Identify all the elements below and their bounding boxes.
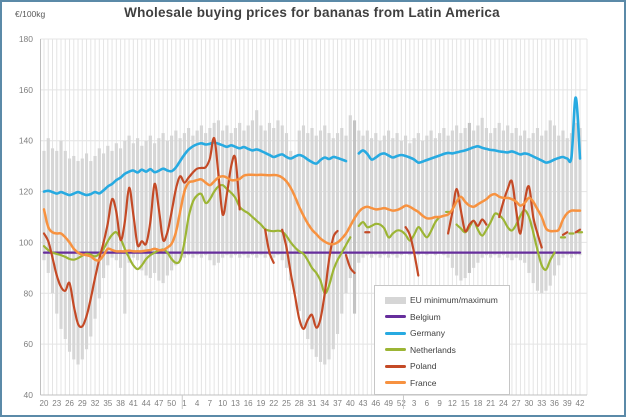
svg-text:37: 37 [333,399,342,408]
line-swatch-icon [385,331,406,335]
svg-text:23: 23 [52,399,61,408]
svg-text:6: 6 [425,399,430,408]
legend-box: EU minimum/maximum Belgium Germany Netherla… [374,285,510,395]
svg-text:33: 33 [537,399,546,408]
svg-text:27: 27 [512,399,521,408]
svg-text:1: 1 [182,399,187,408]
svg-text:180: 180 [19,34,33,44]
legend-item-eu-minimum-maximum: EU minimum/maximum [385,292,509,309]
svg-text:38: 38 [116,399,125,408]
legend-label: Belgium [410,311,441,322]
svg-text:4: 4 [195,399,200,408]
svg-text:44: 44 [142,399,151,408]
svg-text:7: 7 [208,399,213,408]
legend-item-germany: Germany [385,325,509,342]
svg-text:18: 18 [473,399,482,408]
chart-title: Wholesale buying prices for bananas from… [124,5,500,20]
legend-item-netherlands: Netherlands [385,342,509,359]
svg-text:41: 41 [129,399,138,408]
legend-label: Netherlands [410,344,456,355]
line-swatch-icon [385,315,406,319]
svg-text:32: 32 [91,399,100,408]
line-swatch-icon [385,364,406,368]
svg-text:3: 3 [412,399,417,408]
svg-text:22: 22 [269,399,278,408]
svg-text:30: 30 [524,399,533,408]
svg-text:31: 31 [308,399,317,408]
series-line-poland [42,137,582,330]
svg-text:49: 49 [384,399,393,408]
svg-text:25: 25 [282,399,291,408]
svg-text:46: 46 [371,399,380,408]
svg-text:40: 40 [24,390,34,400]
svg-text:52: 52 [397,399,406,408]
svg-text:39: 39 [563,399,572,408]
line-swatch-icon [385,348,406,352]
series-line-germany [42,96,582,197]
svg-text:140: 140 [19,136,33,146]
legend-label: EU minimum/maximum [410,295,498,306]
y-axis-unit-label: €/100kg [15,9,46,19]
svg-text:28: 28 [295,399,304,408]
svg-text:40: 40 [346,399,355,408]
y-axis-labels: 180 160 140 120 100 80 60 40 [19,34,33,400]
svg-text:9: 9 [437,399,442,408]
svg-text:19: 19 [256,399,265,408]
svg-text:60: 60 [24,339,34,349]
svg-text:80: 80 [24,288,34,298]
svg-text:21: 21 [486,399,495,408]
svg-text:26: 26 [65,399,74,408]
svg-text:100: 100 [19,237,33,247]
svg-text:50: 50 [167,399,176,408]
svg-text:12: 12 [448,399,457,408]
svg-text:15: 15 [461,399,470,408]
svg-text:43: 43 [359,399,368,408]
x-axis-labels: 20 23 26 29 32 35 38 41 44 47 50 1 4 7 10 13 16 19 22 25 28 3… [40,395,585,409]
line-swatch-icon [385,381,406,385]
legend-label: France [410,377,437,388]
svg-text:42: 42 [576,399,585,408]
svg-text:120: 120 [19,187,33,197]
svg-text:29: 29 [78,399,87,408]
svg-text:16: 16 [244,399,253,408]
svg-text:36: 36 [550,399,559,408]
series-line-france [42,173,582,262]
svg-text:47: 47 [154,399,163,408]
svg-text:160: 160 [19,85,33,95]
svg-text:13: 13 [231,399,240,408]
svg-text:35: 35 [103,399,112,408]
svg-text:20: 20 [40,399,49,408]
band-swatch-icon [385,296,406,304]
legend-item-poland: Poland [385,358,509,375]
svg-text:10: 10 [218,399,227,408]
legend-label: Poland [410,361,437,372]
legend-item-france: France [385,375,509,392]
legend-item-belgium: Belgium [385,309,509,326]
svg-text:34: 34 [320,399,329,408]
svg-text:24: 24 [499,399,508,408]
legend-label: Germany [410,328,445,339]
